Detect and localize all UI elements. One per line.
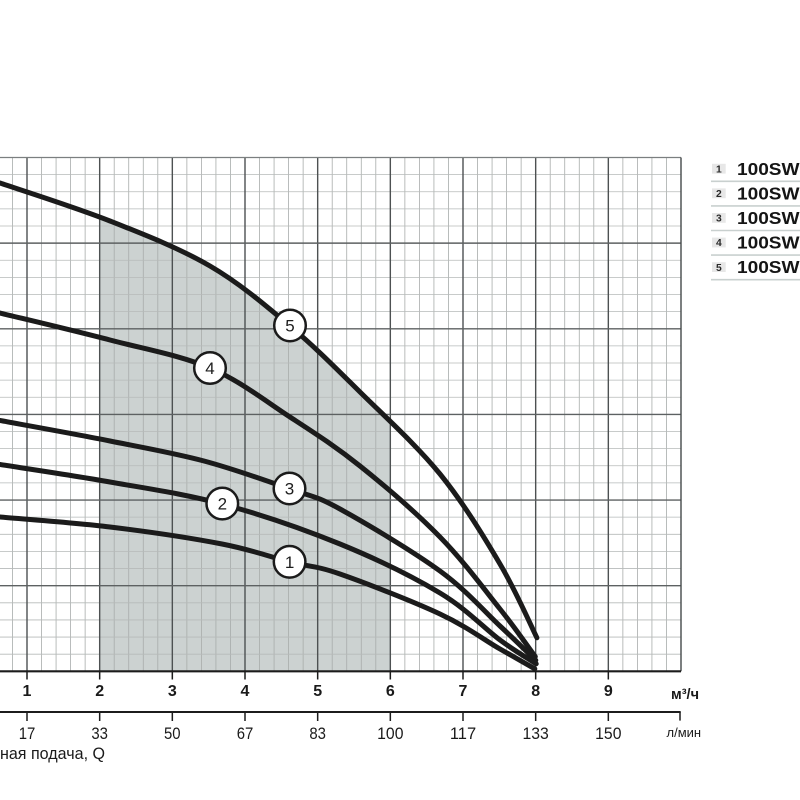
svg-text:67: 67 <box>237 724 254 743</box>
svg-text:133: 133 <box>523 724 549 743</box>
svg-text:л/мин: л/мин <box>667 725 702 740</box>
svg-text:7: 7 <box>459 683 468 700</box>
svg-text:3: 3 <box>716 214 722 225</box>
svg-text:5: 5 <box>313 683 322 700</box>
svg-text:5: 5 <box>716 263 722 274</box>
svg-text:2: 2 <box>218 495 227 514</box>
svg-text:5: 5 <box>285 317 294 336</box>
svg-text:4: 4 <box>716 238 722 249</box>
svg-text:3: 3 <box>285 480 294 499</box>
svg-text:1: 1 <box>716 164 722 175</box>
svg-text:2: 2 <box>95 683 104 700</box>
svg-text:м³/ч: м³/ч <box>671 687 699 703</box>
svg-text:100SW: 100SW <box>737 257 800 277</box>
svg-text:117: 117 <box>450 724 476 743</box>
svg-text:2: 2 <box>716 189 722 200</box>
svg-text:9: 9 <box>604 683 613 700</box>
svg-text:33: 33 <box>91 724 108 743</box>
svg-text:1: 1 <box>285 553 294 572</box>
svg-text:6: 6 <box>386 683 395 700</box>
svg-text:100SW: 100SW <box>737 233 800 253</box>
svg-text:3: 3 <box>168 683 177 700</box>
svg-text:100: 100 <box>377 724 403 743</box>
svg-text:Номинальная подача, Q: Номинальная подача, Q <box>0 744 105 763</box>
svg-text:4: 4 <box>241 683 250 700</box>
svg-text:100SW: 100SW <box>737 159 800 179</box>
svg-text:100SW: 100SW <box>737 208 800 228</box>
svg-text:83: 83 <box>309 724 326 743</box>
svg-text:50: 50 <box>164 724 181 743</box>
svg-text:150: 150 <box>595 724 621 743</box>
svg-text:8: 8 <box>531 683 540 700</box>
svg-text:4: 4 <box>205 359 214 378</box>
svg-text:17: 17 <box>19 724 36 743</box>
svg-text:100SW: 100SW <box>737 183 800 203</box>
svg-text:1: 1 <box>23 683 32 700</box>
